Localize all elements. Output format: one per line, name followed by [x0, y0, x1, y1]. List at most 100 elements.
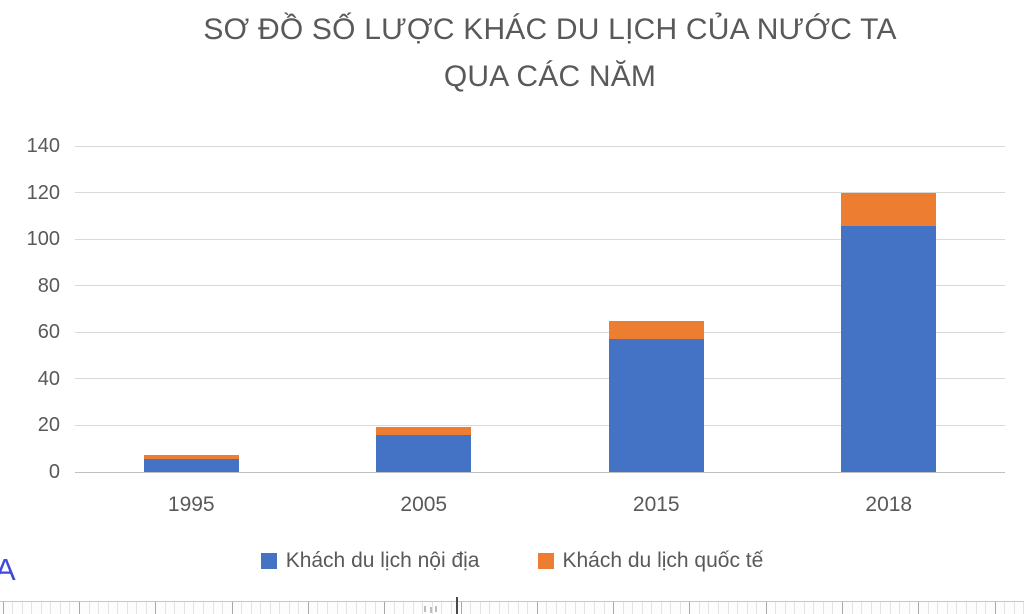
legend-label-0: Khách du lịch nội địa — [285, 549, 480, 572]
x-tick-label-2005: 2005 — [400, 493, 448, 516]
ruler-minor-tick — [98, 602, 100, 614]
ruler-cursor-mark[interactable] — [456, 597, 458, 614]
horizontal-ruler[interactable] — [0, 597, 1024, 614]
y-tick-label-140: 140 — [26, 135, 60, 157]
ruler-minor-tick — [479, 602, 481, 614]
ruler-minor-tick — [899, 602, 901, 614]
ruler-minor-tick — [450, 602, 452, 614]
legend-swatch-icon — [260, 553, 277, 569]
ruler-minor-tick — [431, 602, 433, 614]
ruler-partial-number-smudge — [430, 607, 432, 613]
y-tick-label-60: 60 — [37, 321, 60, 344]
ruler-major-tick — [307, 602, 309, 614]
ruler-minor-tick — [641, 602, 643, 614]
ruler-minor-tick — [374, 602, 376, 614]
ruler-minor-tick — [679, 602, 681, 614]
ruler-minor-tick — [794, 602, 796, 614]
bar-2018-series-0 — [841, 226, 937, 472]
ruler-minor-tick — [422, 602, 424, 614]
ruler-minor-tick — [527, 602, 529, 614]
ruler-minor-tick — [174, 602, 176, 614]
x-tick-label-2015: 2015 — [632, 493, 680, 516]
ruler-minor-tick — [555, 602, 557, 614]
ruler-minor-tick — [145, 602, 147, 614]
ruler-minor-tick — [40, 602, 42, 614]
gridline-120 — [75, 192, 1005, 194]
chart-title-line-1: SƠ ĐỒ SỐ LƯỢC KHÁC DU LỊCH CỦA NƯỚC TA — [203, 13, 897, 46]
ruler-minor-tick — [622, 602, 624, 614]
gridline-80 — [75, 285, 1005, 287]
gridline-60 — [75, 331, 1005, 333]
ruler-minor-tick — [107, 602, 109, 614]
ruler-major-tick — [842, 602, 843, 614]
y-tick-label-80: 80 — [37, 274, 60, 297]
bar-2005-series-0 — [376, 434, 472, 472]
ruler-minor-tick — [727, 602, 729, 614]
ruler-minor-tick — [12, 602, 14, 614]
gridline-140 — [75, 145, 1005, 147]
ruler-minor-tick — [737, 602, 739, 614]
ruler-minor-tick — [946, 602, 948, 614]
ruler-minor-tick — [718, 602, 719, 614]
ruler-major-tick — [384, 602, 386, 614]
ruler-minor-tick — [298, 602, 300, 614]
ruler-minor-tick — [441, 602, 443, 614]
ruler-minor-tick — [164, 602, 166, 614]
plot-area — [75, 145, 1005, 473]
ruler-minor-tick — [594, 602, 596, 614]
ruler-minor-tick — [756, 602, 758, 614]
ruler-minor-tick — [222, 602, 224, 614]
ruler-minor-tick — [651, 602, 653, 614]
ruler-minor-tick — [1004, 602, 1006, 614]
ruler-minor-tick — [708, 602, 710, 614]
ruler-partial-number-smudge — [424, 606, 426, 612]
x-axis-line — [75, 471, 1005, 473]
ruler-minor-tick — [403, 602, 405, 614]
ruler-minor-tick — [603, 602, 605, 614]
ruler-major-tick — [460, 602, 462, 614]
chart-title: SƠ ĐỒ SỐ LƯỢC KHÁC DU LỊCH CỦA NƯỚC TA Q… — [80, 6, 1020, 100]
ruler-major-tick — [79, 602, 80, 614]
ruler-minor-tick — [927, 602, 929, 614]
legend: Khách du lịch nội địa Khách du lịch quốc … — [0, 546, 1024, 576]
y-tick-label-20: 20 — [37, 414, 60, 437]
ruler-major-tick — [155, 602, 157, 614]
ruler-major-tick — [918, 602, 920, 614]
x-tick-label-1995: 1995 — [167, 493, 215, 516]
ruler-minor-tick — [508, 602, 510, 614]
ruler-minor-tick — [336, 602, 338, 614]
ruler-minor-tick — [50, 602, 52, 614]
ruler-minor-tick — [288, 602, 290, 614]
ruler-major-tick — [994, 602, 996, 614]
ruler-minor-tick — [965, 602, 967, 614]
ruler-minor-tick — [813, 602, 815, 614]
ruler-minor-tick — [279, 602, 281, 614]
ruler-partial-number-smudge — [435, 606, 437, 612]
ruler-minor-tick — [937, 602, 939, 614]
ruler-minor-tick — [117, 602, 119, 614]
ruler-minor-tick — [346, 602, 348, 614]
y-tick-label-0: 0 — [48, 461, 60, 483]
legend-item-0: Khách du lịch nội địa — [260, 549, 480, 573]
ruler-minor-tick — [1013, 602, 1015, 614]
ruler-major-tick — [2, 602, 4, 614]
ruler-minor-tick — [832, 602, 834, 614]
bar-2005-series-1 — [376, 426, 472, 435]
y-tick-label-40: 40 — [37, 367, 60, 390]
ruler-minor-tick — [212, 602, 214, 614]
gridline-20 — [75, 424, 1005, 426]
ruler-minor-tick — [59, 602, 61, 614]
ruler-minor-tick — [670, 602, 672, 614]
ruler-minor-tick — [260, 602, 262, 614]
y-tick-label-100: 100 — [26, 228, 60, 251]
ruler-minor-tick — [803, 602, 805, 614]
ruler-minor-tick — [193, 602, 195, 614]
ruler-minor-tick — [880, 602, 882, 614]
gridline-100 — [75, 238, 1005, 240]
ruler-minor-tick — [202, 602, 204, 614]
x-tick-label-2018: 2018 — [865, 493, 913, 516]
ruler-minor-tick — [546, 602, 548, 614]
ruler-minor-tick — [69, 602, 71, 614]
ruler-minor-tick — [889, 602, 891, 614]
